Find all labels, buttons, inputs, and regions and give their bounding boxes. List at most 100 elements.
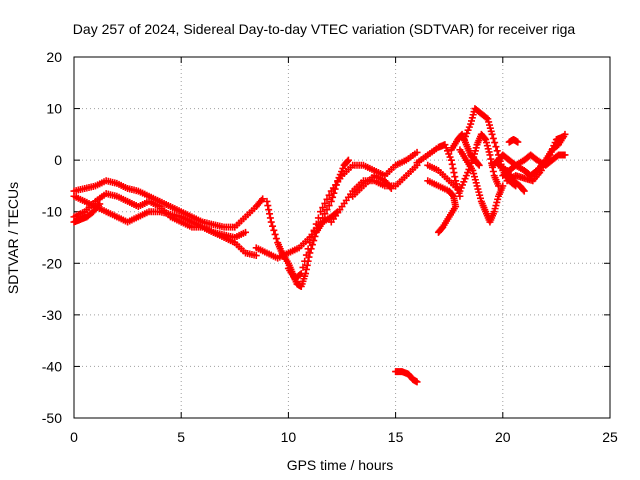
- data-point: [491, 139, 499, 147]
- y-tick-label: -20: [42, 255, 62, 271]
- series-track-20: [495, 161, 528, 195]
- series-track-3: [70, 190, 250, 241]
- data-point: [269, 222, 277, 230]
- data-point: [325, 191, 333, 199]
- data-point: [306, 239, 314, 247]
- data-point: [267, 218, 275, 226]
- series-track-9: [349, 172, 395, 200]
- data-point: [483, 114, 491, 122]
- data-point: [263, 197, 271, 205]
- data-point: [447, 156, 455, 164]
- data-point: [344, 157, 352, 165]
- data-point: [317, 218, 325, 226]
- data-point: [301, 257, 309, 265]
- data-point: [451, 173, 459, 181]
- data-point: [489, 167, 497, 175]
- data-point: [492, 143, 500, 151]
- series-track-21: [505, 136, 522, 146]
- data-point: [514, 138, 522, 146]
- data-point: [488, 130, 496, 138]
- y-tick-label: -50: [42, 410, 62, 426]
- data-point: [327, 197, 335, 205]
- series-track-7: [284, 148, 421, 283]
- plot-frame: [73, 56, 611, 419]
- data-point: [489, 134, 497, 142]
- x-tick-label: 20: [495, 429, 511, 445]
- x-tick-label: 0: [70, 429, 78, 445]
- x-tick-label: 5: [177, 429, 185, 445]
- data-point: [475, 161, 483, 169]
- x-axis-label: GPS time / hours: [287, 457, 394, 473]
- data-point: [520, 187, 528, 195]
- data-point: [561, 151, 569, 159]
- data-point: [559, 133, 567, 141]
- data-point: [299, 263, 307, 271]
- data-point: [314, 214, 322, 222]
- data-point: [486, 151, 494, 159]
- data-point: [434, 228, 442, 236]
- x-tick-label: 15: [388, 429, 404, 445]
- data-point: [435, 227, 443, 235]
- data-point: [317, 208, 325, 216]
- y-tick-label: 0: [54, 152, 62, 168]
- series-track-16: [447, 130, 483, 169]
- data-point: [493, 147, 501, 155]
- data-point: [413, 378, 421, 386]
- data-point: [319, 204, 327, 212]
- data-point: [321, 210, 329, 218]
- y-axis-label: SDTVAR / TECUs: [5, 182, 21, 294]
- y-tick-label: -30: [42, 307, 62, 323]
- data-point: [449, 164, 457, 172]
- data-point: [242, 228, 250, 236]
- series-track-2: [70, 192, 260, 260]
- data-point: [310, 226, 318, 234]
- y-tick-label: -10: [42, 204, 62, 220]
- data-point: [450, 169, 458, 177]
- x-axis-ticks: 0 5 10 15 20 25: [70, 57, 618, 445]
- data-point: [96, 200, 104, 208]
- data-point: [474, 160, 482, 168]
- data-point: [481, 134, 489, 142]
- data-point: [266, 210, 274, 218]
- series-track-14: [456, 146, 507, 226]
- data-point: [265, 206, 273, 214]
- data-point: [323, 206, 331, 214]
- y-tick-label: 10: [46, 101, 62, 117]
- data-point: [448, 160, 456, 168]
- data-point: [259, 195, 267, 203]
- data-point: [302, 251, 310, 259]
- data-point: [252, 252, 260, 260]
- data-point: [296, 271, 304, 279]
- data-marks: [70, 105, 569, 386]
- data-point: [308, 232, 316, 240]
- y-tick-label: -40: [42, 358, 62, 374]
- data-point: [304, 245, 312, 253]
- x-gridlines: [180, 57, 504, 418]
- data-point: [297, 270, 305, 278]
- series-track-4: [70, 200, 104, 226]
- data-point: [387, 185, 395, 193]
- data-point: [271, 230, 279, 238]
- data-point: [312, 220, 320, 228]
- data-point: [413, 148, 421, 156]
- x-tick-label: 25: [602, 429, 618, 445]
- series-track-12: [424, 177, 460, 236]
- data-point: [272, 235, 280, 243]
- data-point: [487, 155, 495, 163]
- series-track-10: [392, 368, 421, 386]
- y-axis-ticks: -50 -40 -30 -20 -10 0 10 20: [42, 49, 610, 426]
- series-track-13: [413, 141, 464, 200]
- y-gridlines: [74, 108, 610, 367]
- x-tick-label: 10: [281, 429, 297, 445]
- data-point: [519, 186, 527, 194]
- data-point: [325, 202, 333, 210]
- y-tick-label: 20: [46, 49, 62, 65]
- data-point: [270, 226, 278, 234]
- data-point: [456, 192, 464, 200]
- data-point: [344, 156, 352, 164]
- data-point: [499, 182, 507, 190]
- data-point: [323, 195, 331, 203]
- data-point: [264, 202, 272, 210]
- data-point: [303, 261, 311, 269]
